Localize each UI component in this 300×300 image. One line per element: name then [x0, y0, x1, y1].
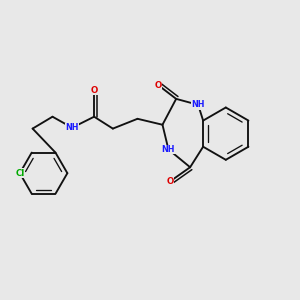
Text: O: O	[166, 177, 173, 186]
Text: NH: NH	[65, 123, 79, 132]
Text: NH: NH	[162, 145, 175, 154]
Text: Cl: Cl	[15, 169, 24, 178]
Text: O: O	[155, 81, 162, 90]
Text: NH: NH	[191, 100, 205, 109]
Text: O: O	[91, 86, 98, 95]
